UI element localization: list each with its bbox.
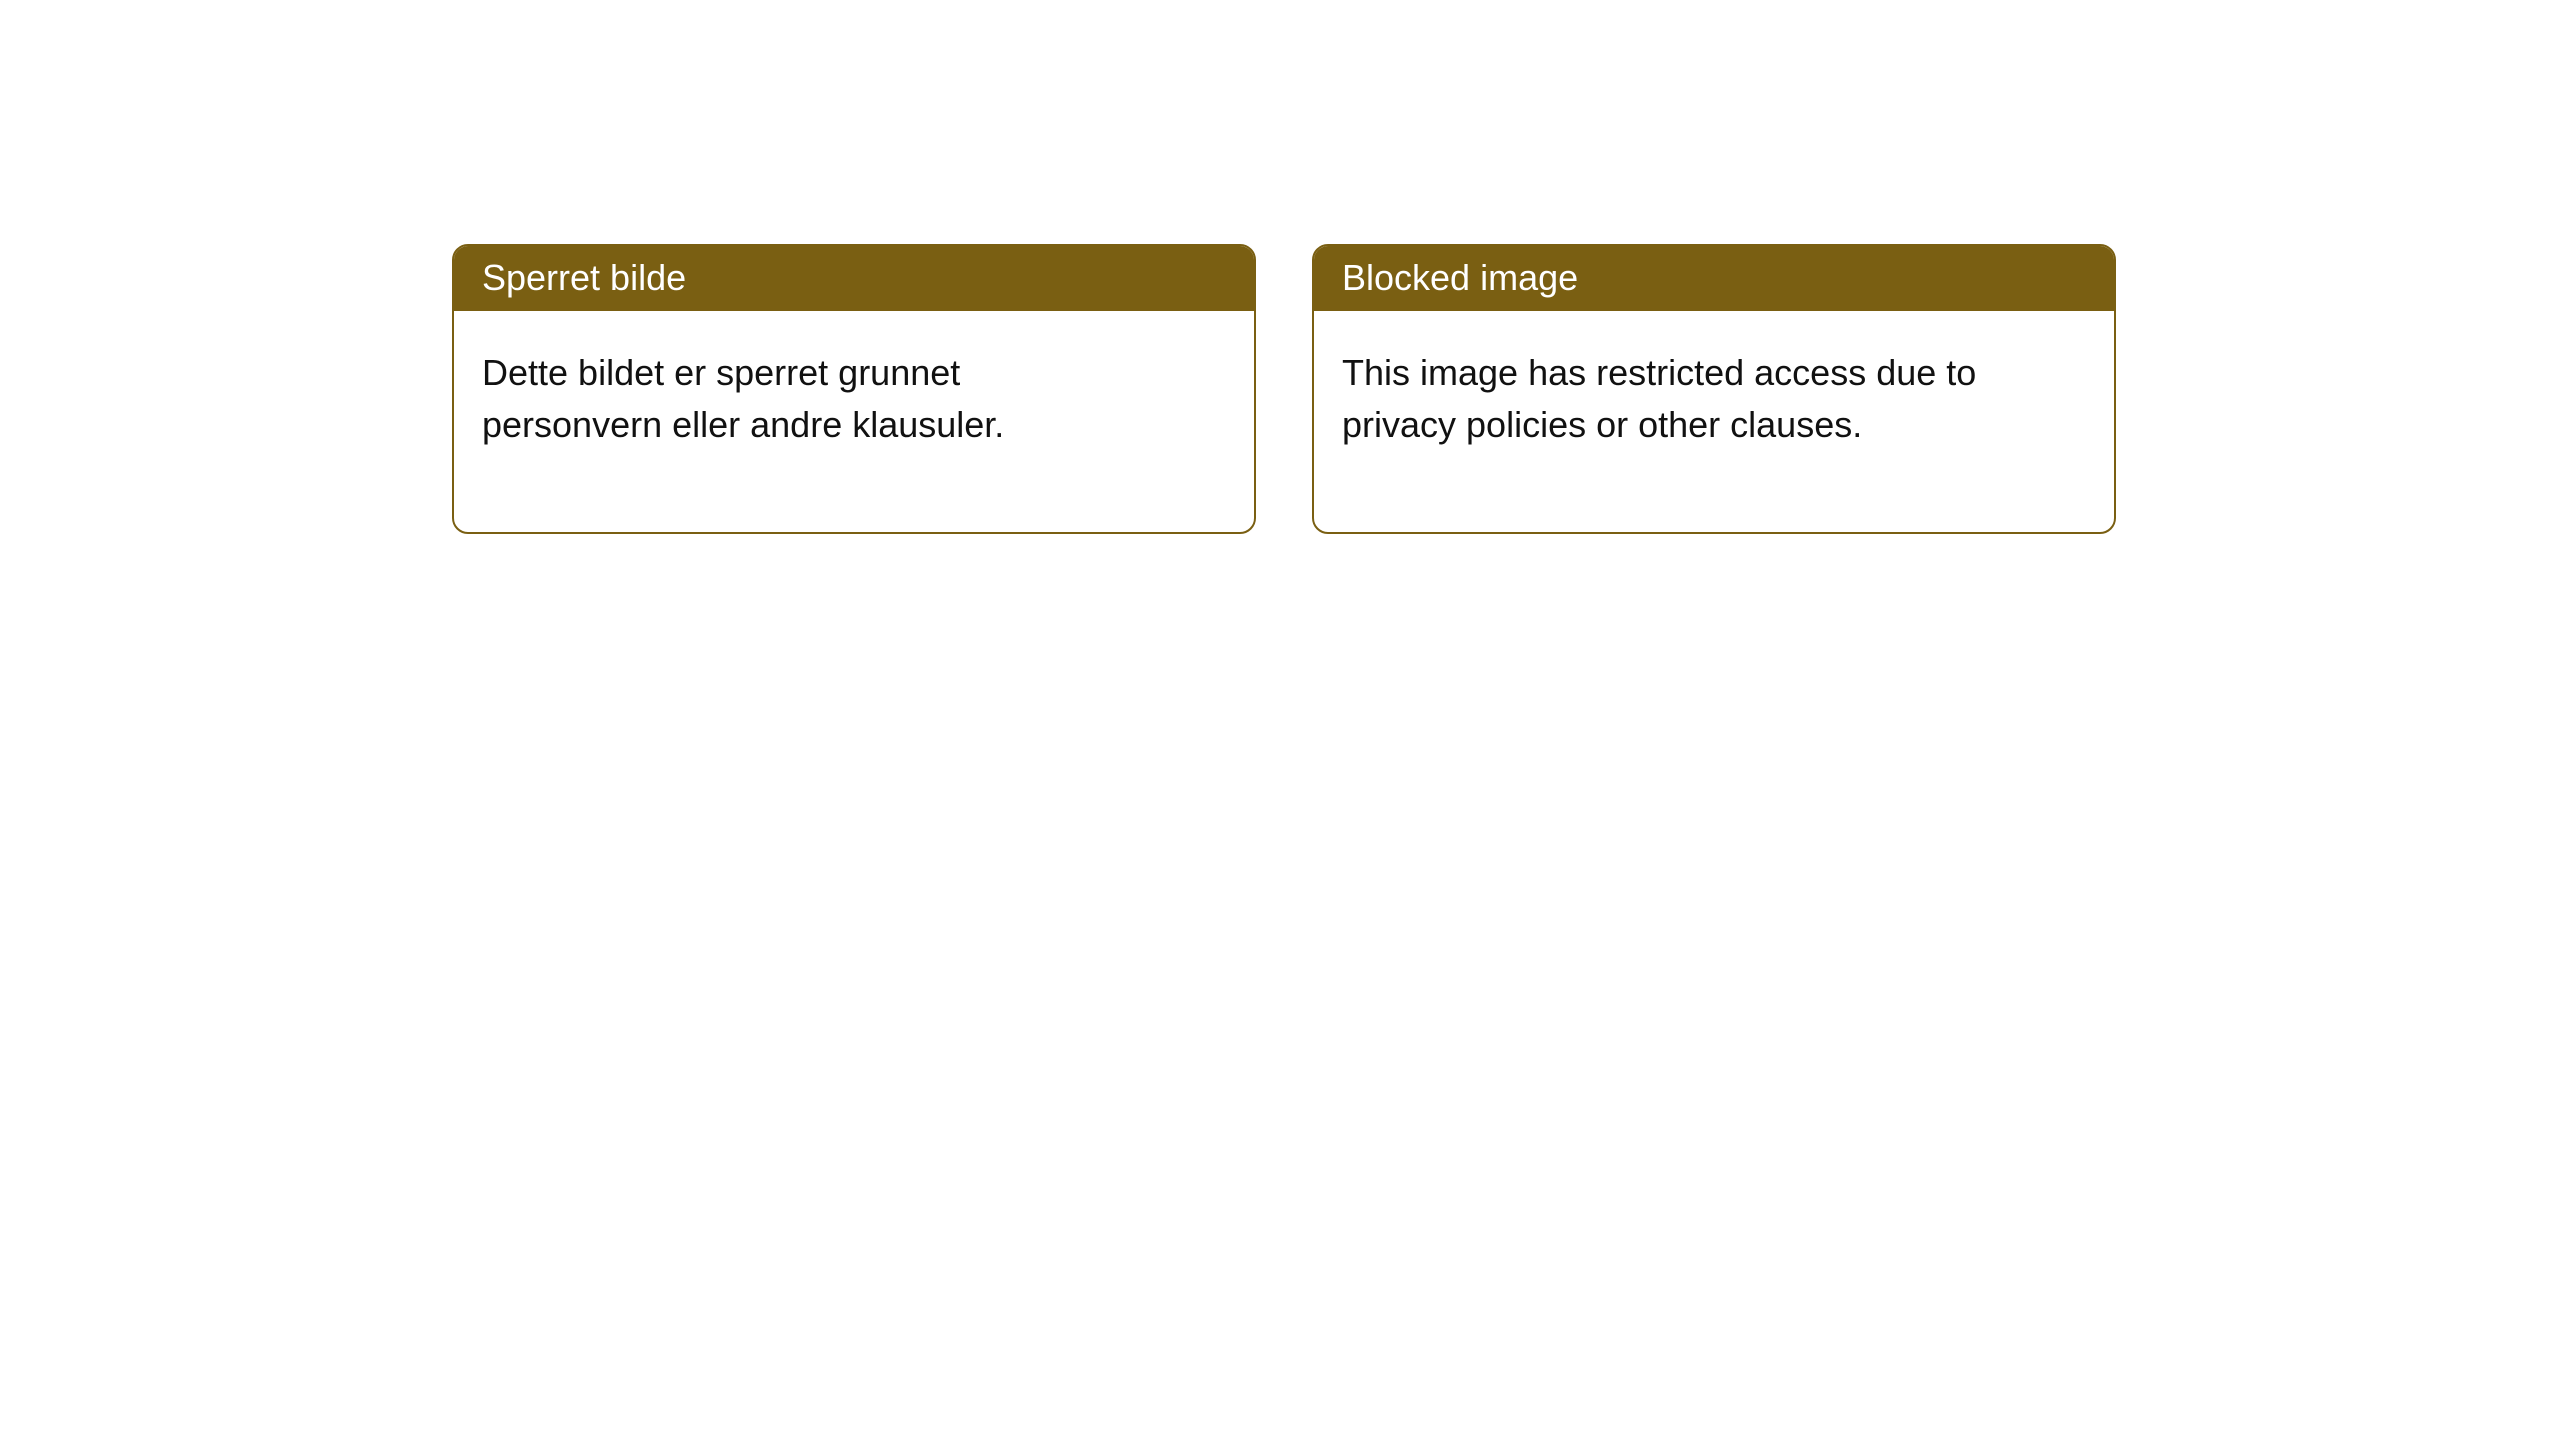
notice-container: Sperret bilde Dette bildet er sperret gr… <box>0 0 2560 534</box>
notice-card-english: Blocked image This image has restricted … <box>1312 244 2116 534</box>
notice-card-norwegian: Sperret bilde Dette bildet er sperret gr… <box>452 244 1256 534</box>
notice-header: Blocked image <box>1314 246 2114 311</box>
notice-body: Dette bildet er sperret grunnet personve… <box>454 311 1154 531</box>
notice-body: This image has restricted access due to … <box>1314 311 2014 531</box>
notice-header: Sperret bilde <box>454 246 1254 311</box>
